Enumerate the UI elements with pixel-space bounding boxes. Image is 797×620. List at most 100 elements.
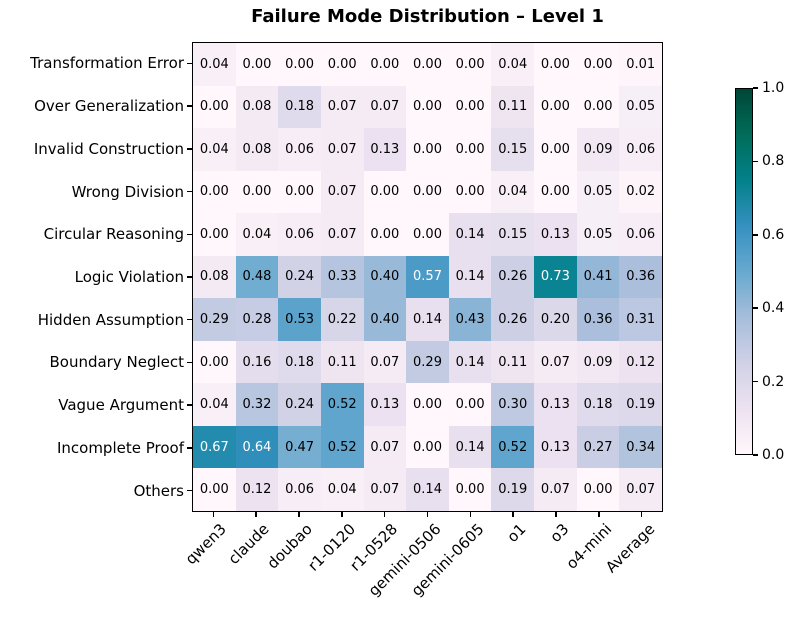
axis-tick [187, 62, 192, 65]
axis-tick [640, 512, 643, 517]
heatmap-cell: 0.40 [363, 255, 407, 299]
colorbar [735, 88, 753, 455]
heatmap-cell: 0.11 [320, 340, 364, 384]
heatmap-cell: 0.00 [534, 170, 577, 214]
axis-tick [255, 512, 257, 517]
heatmap-cell: 0.26 [491, 298, 535, 341]
chart-title: Failure Mode Distribution – Level 1 [251, 6, 604, 27]
y-axis-label: Wrong Division [71, 182, 184, 201]
heatmap-cell: 0.33 [320, 255, 364, 299]
colorbar-tick [753, 160, 758, 163]
heatmap-cell: 0.05 [576, 213, 620, 256]
y-axis-label: Vague Argument [58, 396, 184, 415]
y-axis-label: Circular Reasoning [43, 225, 184, 244]
heatmap-cell: 0.43 [448, 298, 492, 341]
heatmap-cell: 0.05 [576, 170, 620, 214]
heatmap-cell: 0.20 [534, 298, 577, 341]
x-axis-label: o1 [503, 520, 530, 546]
heatmap-cell: 0.00 [576, 43, 620, 86]
y-axis-label: Invalid Construction [33, 139, 184, 158]
heatmap-cell: 0.52 [491, 425, 535, 469]
axis-tick [187, 361, 192, 364]
heatmap-cell: 0.53 [278, 298, 321, 341]
axis-tick [187, 404, 192, 406]
heatmap-cell: 0.16 [235, 340, 279, 384]
heatmap-cell: 0.00 [278, 43, 321, 86]
heatmap-cell: 0.07 [320, 85, 364, 129]
y-axis-label: Hidden Assumption [37, 310, 184, 329]
heatmap-cell: 0.40 [363, 298, 407, 341]
heatmap-cell: 0.52 [320, 425, 364, 469]
heatmap-cell: 0.00 [448, 128, 492, 171]
heatmap-cell: 0.07 [363, 468, 407, 511]
heatmap-cell: 0.00 [576, 85, 620, 129]
axis-tick [187, 489, 192, 492]
heatmap-cell: 0.13 [534, 425, 577, 469]
colorbar-tick-label: 0.6 [762, 226, 785, 243]
heatmap-cell: 0.31 [619, 298, 662, 341]
heatmap-cell: 0.32 [235, 383, 279, 426]
colorbar-tick-label: 1.0 [762, 80, 785, 96]
heatmap-cell: 0.57 [406, 255, 449, 299]
heatmap-cell: 0.08 [235, 85, 279, 129]
heatmap-cell: 0.00 [576, 468, 620, 511]
heatmap-cell: 0.14 [448, 213, 492, 256]
colorbar-tick-label: 0.4 [762, 300, 785, 317]
heatmap-cell: 0.04 [193, 43, 236, 86]
heatmap-cell: 0.00 [406, 43, 449, 86]
heatmap-cell: 0.13 [534, 213, 577, 256]
heatmap-cell: 0.00 [406, 170, 449, 214]
heatmap-cell: 0.02 [619, 170, 662, 214]
axis-tick [512, 512, 514, 517]
y-axis-label: Others [133, 481, 184, 500]
heatmap-cell: 0.07 [320, 170, 364, 214]
heatmap-cell: 0.13 [363, 128, 407, 171]
heatmap-cell: 0.07 [363, 425, 407, 469]
heatmap-cell: 0.00 [406, 383, 449, 426]
heatmap-cell: 0.14 [448, 340, 492, 384]
heatmap-cell: 0.34 [619, 425, 662, 469]
colorbar-tick [753, 87, 758, 89]
axis-tick [469, 512, 472, 517]
axis-tick [298, 512, 300, 517]
heatmap-cell: 0.07 [363, 85, 407, 129]
axis-tick [212, 512, 215, 517]
heatmap-cell: 0.14 [448, 425, 492, 469]
heatmap-cell: 0.14 [406, 298, 449, 341]
heatmap-cell: 0.36 [619, 255, 662, 299]
heatmap-cell: 0.19 [619, 383, 662, 426]
axis-tick [187, 318, 192, 321]
heatmap-cell: 0.13 [534, 383, 577, 426]
heatmap-cell: 0.07 [320, 213, 364, 256]
heatmap-cell: 0.14 [406, 468, 449, 511]
heatmap-cell: 0.19 [491, 468, 535, 511]
heatmap-cell: 0.00 [534, 43, 577, 86]
heatmap-cell: 0.15 [491, 128, 535, 171]
axis-tick [598, 512, 600, 517]
axis-tick [341, 512, 343, 517]
y-axis-label: Over Generalization [34, 97, 184, 116]
heatmap-grid: 0.04 0.00 0.00 0.00 0.00 0.00 0.00 0.04 0.00 0.00… [192, 42, 663, 512]
heatmap-cell: 0.00 [320, 43, 364, 86]
heatmap-cell: 0.28 [235, 298, 279, 341]
heatmap-cell: 0.00 [448, 43, 492, 86]
heatmap-cell: 0.00 [235, 43, 279, 86]
heatmap-cell: 0.00 [406, 213, 449, 256]
heatmap-cell: 0.08 [193, 255, 236, 299]
heatmap-cell: 0.11 [491, 85, 535, 129]
heatmap-cell: 0.06 [619, 213, 662, 256]
heatmap-cell: 0.13 [363, 383, 407, 426]
heatmap-cell: 0.00 [534, 128, 577, 171]
heatmap-cell: 0.30 [491, 383, 535, 426]
heatmap-cell: 0.12 [619, 340, 662, 384]
heatmap-cell: 0.07 [320, 128, 364, 171]
heatmap-cell: 0.04 [491, 170, 535, 214]
heatmap-cell: 0.41 [576, 255, 620, 299]
heatmap-cell: 0.05 [619, 85, 662, 129]
x-axis-label: o3 [546, 520, 573, 546]
heatmap-cell: 0.00 [278, 170, 321, 214]
heatmap-cell: 0.04 [193, 128, 236, 171]
y-axis-label: Logic Violation [74, 268, 184, 286]
heatmap-cell: 0.08 [235, 128, 279, 171]
